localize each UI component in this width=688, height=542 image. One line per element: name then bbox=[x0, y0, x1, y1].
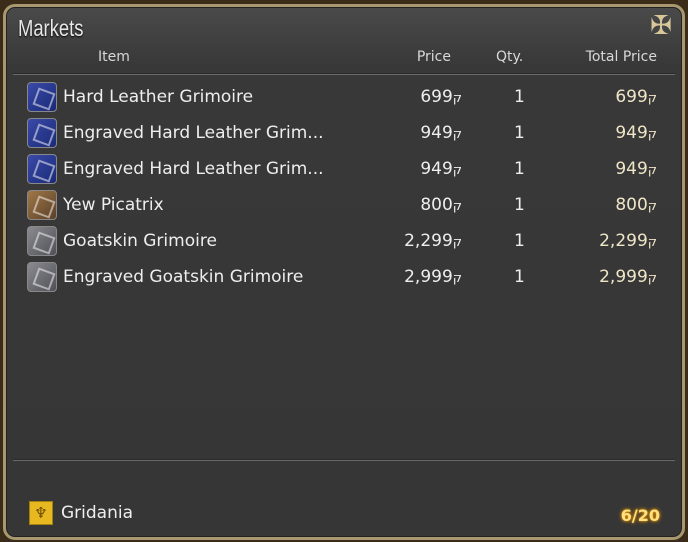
item-total: 949ק bbox=[615, 159, 657, 179]
gridania-crest-icon: ♆ bbox=[29, 501, 53, 525]
gil-icon: ק bbox=[452, 235, 462, 250]
column-headers: Item Price Qty. Total Price bbox=[6, 49, 682, 69]
gil-icon: ק bbox=[452, 127, 462, 142]
item-total: 800ק bbox=[615, 195, 657, 215]
location: ♆ Gridania bbox=[29, 501, 133, 525]
col-qty[interactable]: Qty. bbox=[496, 49, 524, 65]
item-price: 800ק bbox=[420, 195, 462, 215]
item-total: 949ק bbox=[615, 123, 657, 143]
table-row[interactable]: Yew Picatrix 800ק 1 800ק bbox=[6, 187, 682, 223]
gil-icon: ק bbox=[452, 271, 462, 286]
gil-icon: ק bbox=[647, 91, 657, 106]
item-qty: 1 bbox=[514, 195, 525, 215]
item-qty: 1 bbox=[514, 87, 525, 107]
gil-icon: ק bbox=[647, 235, 657, 250]
item-icon bbox=[27, 82, 57, 112]
item-icon bbox=[27, 190, 57, 220]
item-icon bbox=[27, 154, 57, 184]
gil-icon: ק bbox=[647, 163, 657, 178]
gil-icon: ק bbox=[647, 127, 657, 142]
item-total: 2,999ק bbox=[599, 267, 657, 287]
divider bbox=[13, 73, 675, 75]
markets-window: Markets ✠ Item Price Qty. Total Price Ha… bbox=[3, 4, 685, 540]
item-qty: 1 bbox=[514, 231, 525, 251]
item-price: 699ק bbox=[420, 87, 462, 107]
gil-icon: ק bbox=[452, 199, 462, 214]
table-row[interactable]: Engraved Hard Leather Grim... 949ק 1 949… bbox=[6, 115, 682, 151]
col-total[interactable]: Total Price bbox=[585, 49, 657, 65]
listing-count: 6/20 bbox=[620, 506, 660, 525]
item-icon bbox=[27, 226, 57, 256]
item-icon bbox=[27, 118, 57, 148]
item-icon bbox=[27, 262, 57, 292]
item-qty: 1 bbox=[514, 123, 525, 143]
col-item[interactable]: Item bbox=[98, 49, 130, 65]
location-name: Gridania bbox=[61, 503, 134, 523]
item-qty: 1 bbox=[514, 159, 525, 179]
item-price: 2,999ק bbox=[404, 267, 462, 287]
item-price: 949ק bbox=[420, 159, 462, 179]
gil-icon: ק bbox=[452, 91, 462, 106]
table-row[interactable]: Hard Leather Grimoire 699ק 1 699ק bbox=[6, 79, 682, 115]
window-title: Markets bbox=[18, 15, 84, 41]
col-price[interactable]: Price bbox=[416, 49, 451, 65]
divider bbox=[13, 459, 675, 461]
item-price: 949ק bbox=[420, 123, 462, 143]
item-total: 699ק bbox=[615, 87, 657, 107]
table-row[interactable]: Goatskin Grimoire 2,299ק 1 2,299ק bbox=[6, 223, 682, 259]
item-list: Hard Leather Grimoire 699ק 1 699ק Engrav… bbox=[6, 79, 682, 295]
gil-icon: ק bbox=[647, 271, 657, 286]
item-name: Hard Leather Grimoire bbox=[63, 87, 254, 107]
item-price: 2,299ק bbox=[404, 231, 462, 251]
item-name: Engraved Hard Leather Grim... bbox=[63, 123, 324, 143]
table-row[interactable]: Engraved Hard Leather Grim... 949ק 1 949… bbox=[6, 151, 682, 187]
item-qty: 1 bbox=[514, 267, 525, 287]
close-icon[interactable]: ✠ bbox=[650, 11, 672, 41]
gil-icon: ק bbox=[647, 199, 657, 214]
item-name: Engraved Goatskin Grimoire bbox=[63, 267, 304, 287]
item-total: 2,299ק bbox=[599, 231, 657, 251]
item-name: Goatskin Grimoire bbox=[63, 231, 217, 251]
table-row[interactable]: Engraved Goatskin Grimoire 2,999ק 1 2,99… bbox=[6, 259, 682, 295]
item-name: Yew Picatrix bbox=[63, 195, 164, 215]
gil-icon: ק bbox=[452, 163, 462, 178]
item-name: Engraved Hard Leather Grim... bbox=[63, 159, 324, 179]
